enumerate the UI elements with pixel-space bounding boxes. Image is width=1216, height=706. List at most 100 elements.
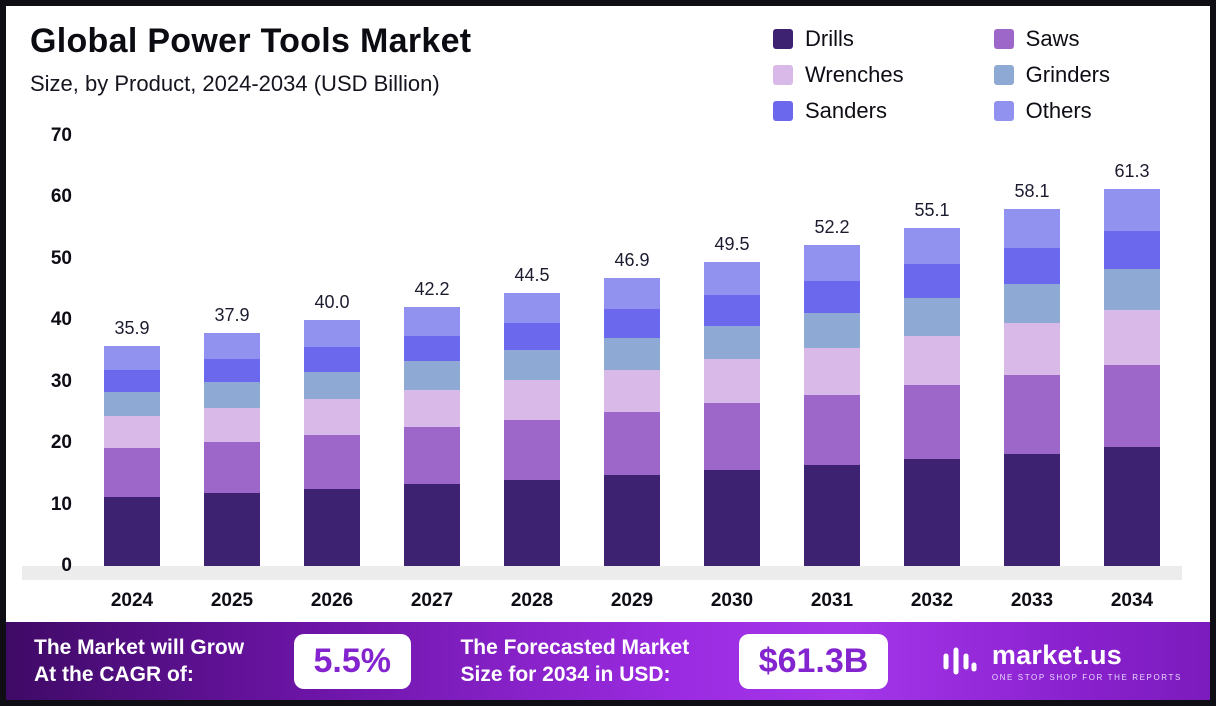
bar-segment-saws <box>704 403 760 471</box>
bar-stack <box>604 277 660 566</box>
x-axis-label: 2031 <box>810 590 854 611</box>
x-axis-label: 2025 <box>210 590 254 611</box>
saws-swatch-icon <box>993 29 1014 49</box>
forecast-value-box: $61.3B <box>738 633 889 689</box>
plot-area: 35.9 37.9 40.0 42.2 44.5 46.9 49.5 52.2 55.1 58.1… <box>82 136 1182 566</box>
legend-label: Saws <box>1025 26 1080 51</box>
bar-segment-wrenches <box>304 398 360 435</box>
bar-segment-wrenches <box>604 370 660 412</box>
bar-segment-drills <box>1104 447 1160 566</box>
bar-slot-2025: 37.9 <box>182 136 282 566</box>
bar-stack <box>504 292 560 566</box>
bar-slot-2026: 40.0 <box>282 136 382 566</box>
legend-label: Grinders <box>1025 62 1110 87</box>
bar-segment-others <box>404 306 460 336</box>
bar-stack <box>1004 209 1060 566</box>
bar-segment-saws <box>604 411 660 476</box>
others-swatch-icon <box>993 101 1014 121</box>
legend-label: Sanders <box>805 98 887 123</box>
bar-total-label: 49.5 <box>714 233 750 254</box>
bar-total-label: 35.9 <box>114 317 150 338</box>
x-axis-label: 2030 <box>710 590 754 611</box>
bar-segment-sanders <box>504 322 560 350</box>
bar-slot-2030: 49.5 <box>682 136 782 566</box>
bar-segment-saws <box>104 448 160 497</box>
forecast-label-line1: The Forecasted Market <box>460 635 690 659</box>
x-axis-label: 2027 <box>410 590 454 611</box>
wrenches-swatch-icon <box>773 65 793 85</box>
bar-segment-drills <box>604 475 660 566</box>
bar-segment-drills <box>904 459 960 566</box>
bar-segment-sanders <box>1004 248 1060 285</box>
legend-item-saws: Saws <box>993 26 1110 52</box>
bar-segment-others <box>304 320 360 348</box>
legend-item-others: Others <box>993 98 1110 124</box>
bar-segment-sanders <box>404 335 460 362</box>
bar-segment-drills <box>104 496 160 566</box>
bar-segment-grinders <box>504 349 560 380</box>
legend-item-wrenches: Wrenches <box>773 62 904 88</box>
bar-segment-grinders <box>904 298 960 336</box>
x-axis-label: 2032 <box>910 590 954 611</box>
bar-segment-saws <box>804 394 860 466</box>
y-tick-label: 50 <box>50 247 72 269</box>
cagr-value-box: 5.5% <box>293 633 412 689</box>
x-axis-label: 2029 <box>610 590 654 611</box>
grinders-swatch-icon <box>993 65 1014 85</box>
bar-slot-2027: 42.2 <box>382 136 482 566</box>
brand-text: market.us ONE STOP SHOP FOR THE REPORTS <box>992 640 1182 682</box>
bar-segment-wrenches <box>504 379 560 420</box>
chart-row: 0 10 20 30 40 50 60 70 35.9 37.9 40.0 42.2 44.5 46.9… <box>22 125 1182 576</box>
y-tick-label: 0 <box>61 555 72 576</box>
bar-segment-grinders <box>304 371 360 399</box>
bar-segment-wrenches <box>704 359 760 404</box>
bar-segment-sanders <box>104 370 160 393</box>
bar-segment-sanders <box>1104 231 1160 269</box>
brand-block: market.us ONE STOP SHOP FOR THE REPORTS <box>938 639 1182 683</box>
bar-stack <box>1104 189 1160 566</box>
bar-segment-others <box>1004 209 1060 249</box>
bar-stack <box>804 245 860 566</box>
bar-stack <box>404 306 460 566</box>
bar-segment-grinders <box>804 312 860 348</box>
bar-total-label: 44.5 <box>514 264 550 285</box>
bar-segment-saws <box>204 441 260 493</box>
bar-segment-grinders <box>704 325 760 359</box>
x-axis-label: 2026 <box>310 590 354 611</box>
bar-segment-saws <box>904 384 960 460</box>
footer-banner: The Market will Grow At the CAGR of: 5.5… <box>6 622 1210 700</box>
x-axis-label: 2034 <box>1110 590 1154 611</box>
bar-segment-grinders <box>1004 284 1060 324</box>
bar-segment-others <box>104 345 160 371</box>
cagr-label-line2: At the CAGR of: <box>34 663 194 686</box>
bar-segment-saws <box>1104 364 1160 448</box>
bar-total-label: 37.9 <box>214 305 250 326</box>
bar-segment-sanders <box>804 281 860 313</box>
bar-total-label: 58.1 <box>1014 181 1050 202</box>
bar-segment-sanders <box>604 309 660 339</box>
cagr-label-line1: The Market will Grow <box>34 635 245 659</box>
bar-total-label: 42.2 <box>414 278 450 299</box>
header: Global Power Tools Market Size, by Produ… <box>6 6 1210 124</box>
legend-label: Others <box>1025 98 1092 123</box>
bar-segment-grinders <box>204 382 260 409</box>
y-tick-label: 60 <box>50 186 72 208</box>
bar-segment-others <box>504 292 560 323</box>
bar-segment-drills <box>504 480 560 566</box>
x-axis-label: 2024 <box>110 590 154 611</box>
bar-slot-2028: 44.5 <box>482 136 582 566</box>
bar-stack <box>904 227 960 566</box>
marketus-logo-icon <box>943 647 977 675</box>
bar-segment-wrenches <box>104 416 160 449</box>
brand-name: market.us <box>991 640 1123 670</box>
forecast-label: The Forecasted Market Size for 2034 in U… <box>460 634 689 689</box>
bar-stack <box>204 333 260 566</box>
y-tick-label: 40 <box>50 309 72 331</box>
bar-segment-grinders <box>404 361 460 390</box>
brand-tagline: ONE STOP SHOP FOR THE REPORTS <box>991 673 1182 682</box>
bar-segment-drills <box>804 465 860 566</box>
y-axis: 0 10 20 30 40 50 60 70 <box>22 125 82 576</box>
bar-total-label: 40.0 <box>314 292 350 313</box>
bar-segment-wrenches <box>404 389 460 428</box>
x-axis-label: 2028 <box>510 590 554 611</box>
